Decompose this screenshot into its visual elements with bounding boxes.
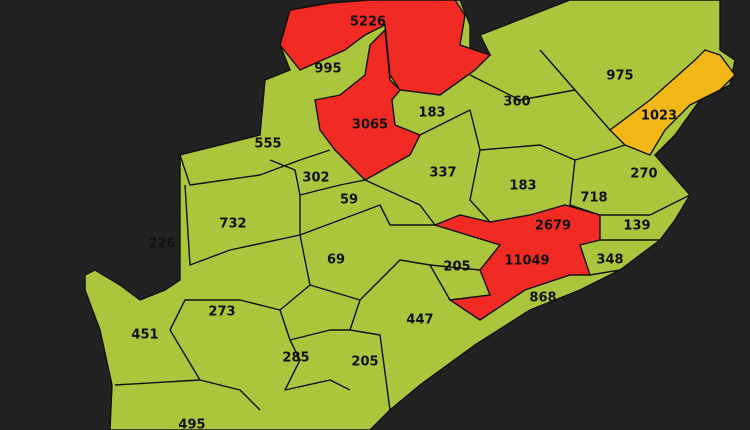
district-value-label: 59 [340, 193, 358, 208]
district-value-label: 183 [418, 106, 445, 121]
district-value-label: 226 [148, 237, 175, 252]
district-value-label: 495 [178, 418, 205, 430]
district-value-label: 337 [429, 166, 456, 181]
district-value-label: 360 [503, 95, 530, 110]
district-value-label: 447 [406, 313, 433, 328]
district-value-label: 868 [529, 291, 556, 306]
district-value-label: 302 [302, 171, 329, 186]
district-value-label: 69 [327, 253, 345, 268]
district-value-label: 205 [443, 260, 470, 275]
district-value-label: 273 [208, 305, 235, 320]
district-labels: 5226 995 3065 183 360 975 1023 555 302 3… [131, 15, 677, 430]
district-value-label: 975 [606, 69, 633, 84]
state-region [84, 0, 736, 430]
district-value-label: 2679 [535, 219, 571, 234]
district-value-label: 348 [596, 253, 623, 268]
district-value-label: 5226 [350, 15, 386, 30]
district-value-label: 285 [282, 351, 309, 366]
district-value-label: 555 [254, 137, 281, 152]
district-value-label: 3065 [352, 118, 388, 133]
district-borders [114, 49, 691, 411]
district-value-label: 183 [509, 179, 536, 194]
district-value-label: 205 [351, 355, 378, 370]
district-value-label: 995 [314, 62, 341, 77]
district-region-balasore[interactable] [608, 49, 736, 156]
district-region-sundargarh[interactable] [279, 0, 492, 96]
district-region-cuttack-khordha[interactable] [432, 204, 601, 321]
district-value-label: 270 [630, 167, 657, 182]
district-value-label: 451 [131, 328, 158, 343]
district-value-label: 139 [623, 219, 650, 234]
district-value-label: 718 [580, 191, 607, 206]
district-value-label: 732 [219, 217, 246, 232]
district-value-label: 11049 [504, 254, 549, 269]
district-value-label: 1023 [641, 109, 677, 124]
district-region-sambalpur[interactable] [314, 28, 421, 181]
